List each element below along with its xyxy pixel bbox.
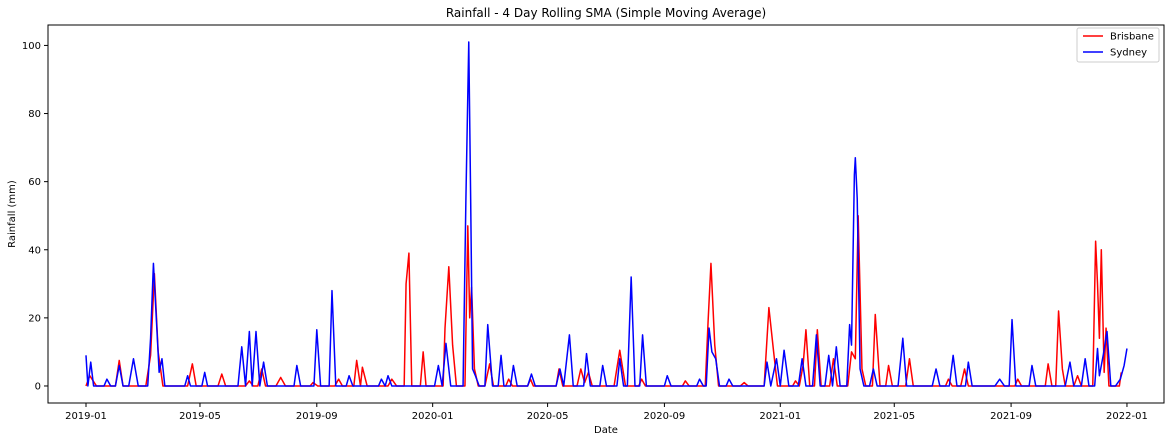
x-tick-label: 2021-01: [759, 411, 801, 422]
y-tick-label: 40: [28, 245, 41, 256]
x-tick-label: 2020-05: [527, 411, 569, 422]
x-tick-label: 2021-05: [873, 411, 915, 422]
y-tick-label: 80: [28, 109, 41, 120]
x-tick-label: 2019-09: [296, 411, 338, 422]
series-line-sydney: [85, 41, 1128, 387]
chart-title: Rainfall - 4 Day Rolling SMA (Simple Mov…: [446, 6, 766, 20]
x-tick-label: 2020-09: [644, 411, 686, 422]
legend-label-sydney: Sydney: [1110, 48, 1147, 59]
series-layer: [85, 41, 1128, 387]
x-axis-label: Date: [594, 425, 618, 436]
x-axis: 2019-01 2019-05 2019-09 2020-01 2020-05 2020-…: [65, 403, 1148, 422]
y-tick-label: 0: [35, 381, 41, 392]
plot-area: [85, 41, 1128, 387]
x-tick-label: 2022-01: [1106, 411, 1148, 422]
legend: Brisbane Sydney: [1076, 27, 1160, 63]
y-tick-label: 60: [28, 177, 41, 188]
y-axis: 0 20 40 60 80 100: [22, 41, 48, 392]
x-tick-label: 2019-01: [65, 411, 107, 422]
legend-label-brisbane: Brisbane: [1110, 32, 1154, 43]
plot-frame: [47, 24, 1165, 404]
x-tick-label: 2019-05: [179, 411, 221, 422]
y-tick-label: 100: [22, 41, 41, 52]
y-tick-label: 20: [28, 313, 41, 324]
x-tick-label: 2021-09: [990, 411, 1032, 422]
x-tick-label: 2020-01: [412, 411, 454, 422]
y-axis-label: Rainfall (mm): [7, 180, 18, 248]
